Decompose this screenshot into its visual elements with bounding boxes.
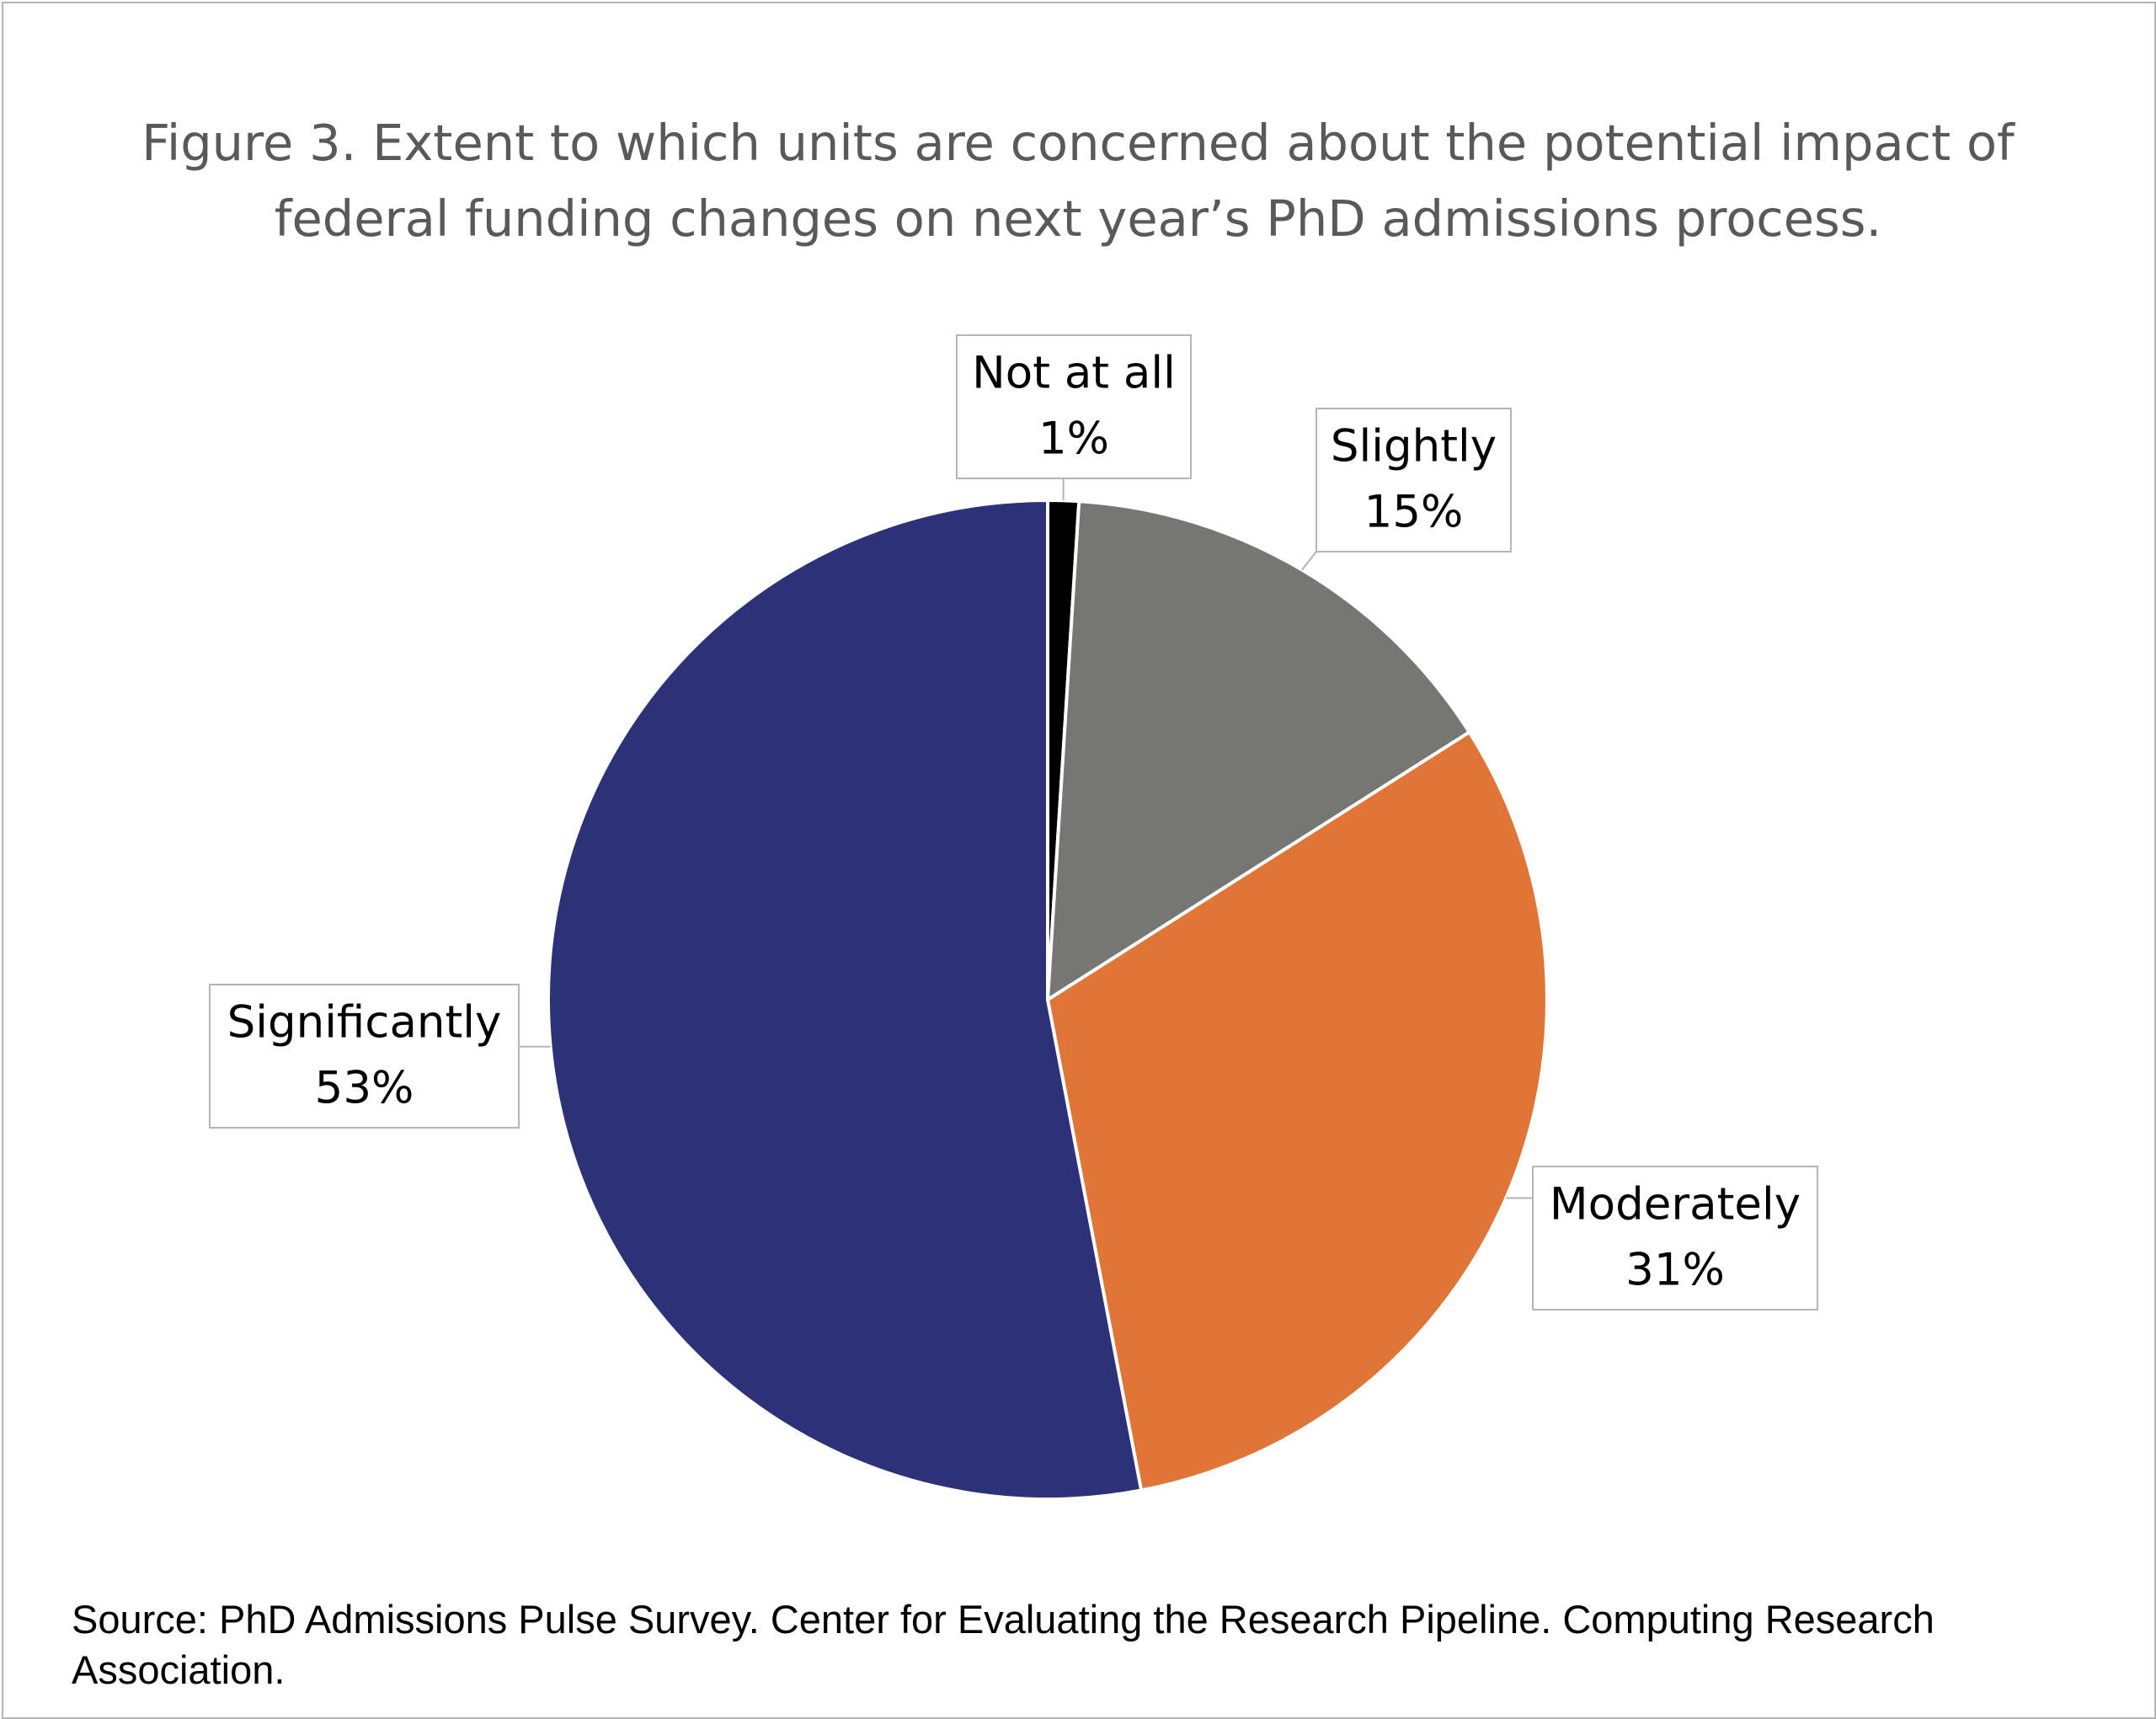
- value-label: 53%: [315, 1063, 414, 1114]
- callout-box: [1532, 1166, 1818, 1311]
- value-label: 15%: [1364, 487, 1464, 538]
- callout-box: [956, 334, 1192, 479]
- category-label: Not at all: [972, 348, 1176, 399]
- category-label: Moderately: [1550, 1179, 1801, 1231]
- chart-title: Figure 3. Extent to which units are conc…: [141, 114, 2015, 248]
- source-note: Source: PhD Admissions Pulse Survey. Cen…: [72, 1597, 1935, 1692]
- category-label: Significantly: [227, 997, 502, 1049]
- category-label: Slightly: [1331, 421, 1497, 472]
- value-label: 1%: [1038, 414, 1109, 465]
- value-label: 31%: [1625, 1245, 1725, 1296]
- pie-slice: [547, 498, 1144, 1501]
- callout-box: [209, 984, 520, 1129]
- pie-slice: [1045, 729, 1549, 1492]
- callout-box: [1315, 408, 1512, 553]
- callout-pointer: [1301, 551, 1317, 571]
